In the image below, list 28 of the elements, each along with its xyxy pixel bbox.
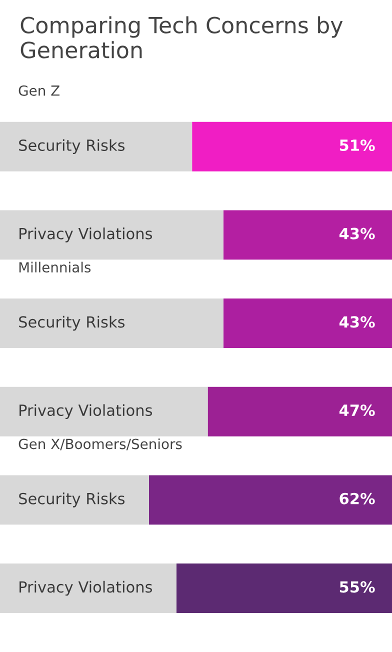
bar [208,386,392,436]
data-label: 43% [339,228,375,240]
data-label: 55% [340,581,375,593]
data-label: 47% [339,404,375,416]
bar [0,298,224,348]
bar [0,122,192,172]
y-tick-label: Security Risks [19,316,125,331]
data-label: 51% [340,139,375,152]
chart-title: Comparing Tech Concerns by Generation [20,16,343,58]
text: Gen Z [18,85,60,96]
y-tick-label: Privacy Violations [20,228,152,242]
bar [223,298,392,348]
bar [176,564,392,614]
y-tick-label: Privacy Violations [20,580,152,596]
y-tick-label: Security Risks [19,139,125,154]
bar [0,210,224,260]
data-label: 43% [339,316,375,328]
bar [0,475,149,525]
bar [0,564,176,614]
y-tick-label: Privacy Violations [20,404,152,419]
bar [148,475,392,525]
bar [192,122,392,172]
annotation: Millennials [19,262,91,273]
bar [223,210,392,260]
y-tick-label: Security Risks [19,492,125,508]
data-label: 62% [340,492,375,504]
annotation: Gen X/Boomers/Seniors [18,438,182,450]
bar [0,386,208,436]
